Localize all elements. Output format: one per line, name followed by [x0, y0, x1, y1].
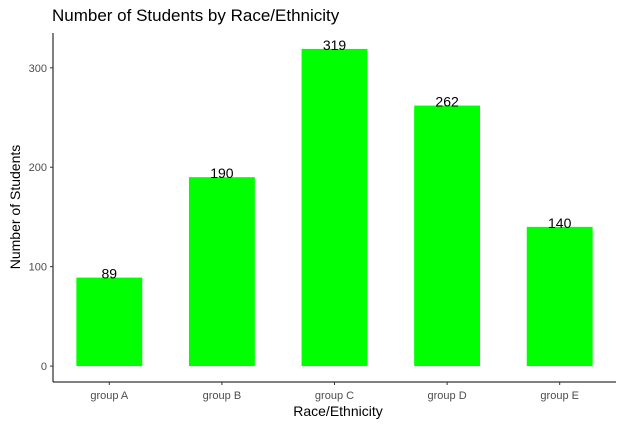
y-tick-label-0: 0: [41, 361, 47, 373]
chart-title: Number of Students by Race/Ethnicity: [52, 6, 340, 25]
x-tick-label-group-C: group C: [315, 390, 354, 402]
bar-group-D: [414, 105, 481, 367]
data-labels-layer: 89 190 319 262 140: [102, 37, 572, 282]
y-tick-label-1: 100: [29, 262, 47, 274]
x-axis: group A group B group C group D group E: [53, 381, 616, 402]
bar-group-B: [188, 177, 255, 367]
x-tick-label-group-D: group D: [428, 390, 467, 402]
y-axis-title: Number of Students: [7, 145, 23, 270]
x-axis-title: Race/Ethnicity: [293, 403, 382, 419]
data-label-group-B: 190: [210, 165, 234, 181]
y-tick-label-2: 200: [29, 162, 47, 174]
data-label-group-C: 319: [323, 37, 347, 53]
bar-group-E: [526, 226, 593, 367]
bars-layer: [76, 48, 593, 367]
y-tick-label-3: 300: [29, 63, 47, 75]
bar-group-C: [301, 48, 368, 367]
data-label-group-D: 262: [435, 94, 459, 110]
bar-group-A: [76, 277, 143, 367]
y-axis: 0 100 200 300: [29, 33, 54, 382]
x-tick-label-group-A: group A: [90, 390, 129, 402]
data-label-group-E: 140: [548, 215, 572, 231]
x-tick-label-group-B: group B: [203, 390, 242, 402]
x-tick-label-group-E: group E: [540, 390, 579, 402]
data-label-group-A: 89: [102, 266, 118, 282]
